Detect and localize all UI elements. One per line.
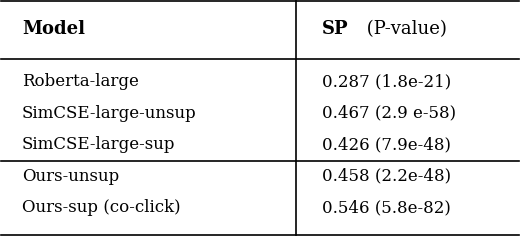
- Text: SP: SP: [322, 20, 349, 38]
- Text: SimCSE-large-unsup: SimCSE-large-unsup: [22, 105, 197, 122]
- Text: 0.458 (2.2e-48): 0.458 (2.2e-48): [322, 168, 451, 185]
- Text: Roberta-large: Roberta-large: [22, 73, 139, 90]
- Text: 0.467 (2.9 e-58): 0.467 (2.9 e-58): [322, 105, 456, 122]
- Text: SimCSE-large-sup: SimCSE-large-sup: [22, 136, 176, 153]
- Text: Ours-sup (co-click): Ours-sup (co-click): [22, 199, 181, 216]
- Text: 0.287 (1.8e-21): 0.287 (1.8e-21): [322, 73, 451, 90]
- Text: 0.426 (7.9e-48): 0.426 (7.9e-48): [322, 136, 451, 153]
- Text: Ours-unsup: Ours-unsup: [22, 168, 119, 185]
- Text: Model: Model: [22, 20, 85, 38]
- Text: 0.546 (5.8e-82): 0.546 (5.8e-82): [322, 199, 451, 216]
- Text: (P-value): (P-value): [361, 20, 447, 38]
